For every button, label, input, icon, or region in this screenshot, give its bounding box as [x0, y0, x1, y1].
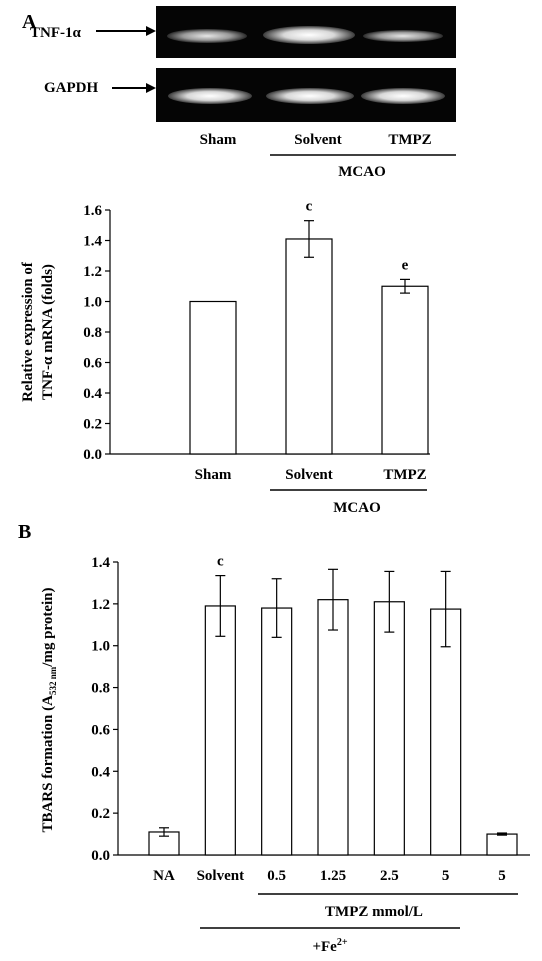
x-tick-label: Solvent — [197, 868, 245, 884]
y-tick-label: 1.0 — [91, 639, 110, 655]
y-axis-title: Relative expression of TNF-α mRNA (folds) — [20, 261, 56, 402]
y-axis-title-sub: 532 nm — [48, 666, 58, 695]
y-tick-label: 0.4 — [91, 764, 110, 780]
x-tick-label: TMPZ — [383, 467, 426, 483]
bar — [285, 238, 333, 455]
gel-lane-label: Solvent — [294, 132, 342, 148]
y-axis-title-tail: /mg protein) — [40, 587, 56, 667]
significance-label: c — [306, 199, 313, 215]
y-tick-label: 0.6 — [91, 722, 110, 738]
arrow-tnf-head — [146, 26, 156, 36]
y-tick-label: 0.8 — [83, 325, 102, 341]
band-tnf-solvent — [263, 26, 355, 44]
y-axis-title: TBARS formation (A532 nm/mg protein) — [40, 587, 58, 832]
chart-b: 0.0 0.2 0.4 0.6 0.8 1.0 1.2 1.4 NA c Solvent 0.5 1.2… — [40, 554, 530, 955]
group-label-fe: +Fe2+ — [312, 937, 347, 955]
significance-label: e — [402, 257, 409, 273]
gel-row-label-tnf: TNF-1α — [30, 25, 81, 41]
group-label-fe-main: +Fe — [312, 939, 337, 955]
group-label: MCAO — [333, 500, 381, 516]
y-tick-label: 0.6 — [83, 356, 102, 372]
bar — [486, 833, 518, 856]
bar — [261, 607, 293, 856]
bar — [381, 285, 429, 455]
y-tick-label: 1.0 — [83, 295, 102, 311]
gel-group-label: MCAO — [338, 164, 386, 180]
arrow-gapdh-head — [146, 83, 156, 93]
group-label-tmpz: TMPZ mmol/L — [325, 904, 423, 920]
band-gapdh-solvent — [266, 88, 354, 104]
y-tick-label: 0.8 — [91, 681, 110, 697]
y-axis-title-line: Relative expression of — [20, 261, 36, 402]
y-tick-label: 0.0 — [91, 848, 110, 864]
y-axis-title-line: TNF-α mRNA (folds) — [40, 264, 56, 400]
bar — [373, 601, 405, 856]
x-tick-label: Sham — [195, 467, 232, 483]
bar — [204, 605, 236, 856]
gel-row-label-gapdh: GAPDH — [44, 80, 98, 96]
y-axis-title-main: TBARS formation (A — [40, 695, 56, 833]
chart-a: 0.0 0.2 0.4 0.6 0.8 1.0 1.2 1.4 1.6 Sham c Solvent e… — [20, 199, 430, 516]
y-tick-label: 0.2 — [91, 806, 110, 822]
x-tick-label: 5 — [498, 868, 506, 884]
x-tick-label: 2.5 — [380, 868, 399, 884]
panel-b-label: B — [18, 521, 31, 543]
x-tick-label: 0.5 — [267, 868, 286, 884]
band-tnf-tmpz — [363, 30, 443, 42]
x-tick-label: 1.25 — [320, 868, 346, 884]
y-tick-label: 0.4 — [83, 386, 102, 402]
y-tick-label: 0.0 — [83, 447, 102, 463]
bar — [317, 599, 349, 856]
y-tick-label: 1.2 — [83, 264, 102, 280]
y-tick-label: 0.2 — [83, 417, 102, 433]
x-tick-label: 5 — [442, 868, 450, 884]
band-gapdh-tmpz — [361, 88, 445, 104]
gel-blot: TNF-1α GAPDH Sham Solvent TMPZ MCAO — [30, 6, 456, 180]
x-tick-label: Solvent — [285, 467, 333, 483]
group-label-fe-sup: 2+ — [337, 937, 348, 948]
significance-label: c — [217, 554, 224, 570]
panel-a-label: A — [22, 11, 37, 33]
bar — [189, 300, 237, 455]
y-tick-label: 1.6 — [83, 203, 102, 219]
y-tick-label: 1.4 — [83, 234, 102, 250]
y-tick-label: 1.2 — [91, 597, 110, 613]
y-tick-label: 1.4 — [91, 555, 110, 571]
gel-lane-label: TMPZ — [388, 132, 431, 148]
gel-lane-label: Sham — [200, 132, 237, 148]
bar — [430, 608, 462, 856]
x-tick-label: NA — [153, 868, 175, 884]
band-tnf-sham — [167, 29, 247, 43]
band-gapdh-sham — [168, 88, 252, 104]
